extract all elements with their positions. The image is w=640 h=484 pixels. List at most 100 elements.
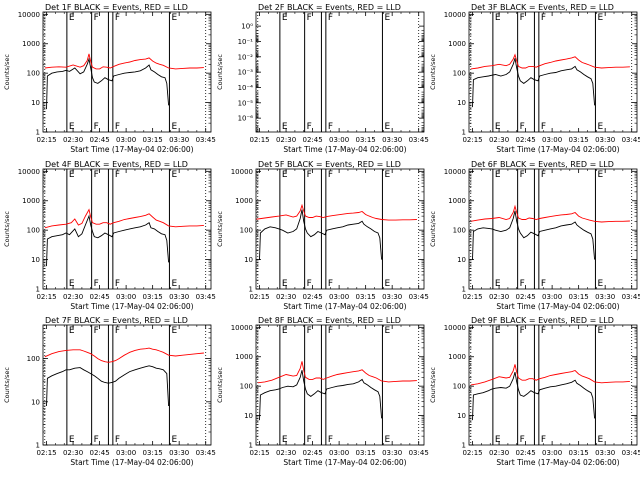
chart-panel-5: Det 5F BLACK = Events, RED = LLD Counts/s… (216, 160, 429, 311)
series-line-red (44, 208, 204, 229)
x-tick-label: 03:30 (169, 449, 189, 457)
y-tick-label: 10000 (444, 324, 466, 332)
x-tick-label: 02:30 (276, 449, 296, 457)
event-marker-label: E (597, 170, 603, 180)
event-marker-label: F (541, 326, 546, 336)
x-tick-label: 03:45 (409, 136, 429, 144)
x-tick-label: 02:15 (249, 449, 269, 457)
series-line-black (472, 371, 596, 421)
series-line-black (46, 57, 170, 110)
y-axis-label: Counts/sec (216, 54, 224, 90)
x-tick-label: 03:30 (169, 136, 189, 144)
event-marker-label: E (282, 435, 288, 445)
y-tick-label: 1000 (448, 353, 466, 361)
chart-panel-8: Det 8F BLACK = Events, RED = LLD Counts/s… (216, 316, 429, 467)
y-axis-label: Counts/sec (216, 367, 224, 403)
chart-panel-3: Det 3F BLACK = Events, RED = LLD Counts/s… (429, 3, 640, 154)
event-marker-label: E (384, 435, 390, 445)
x-tick-label: 02:30 (63, 449, 83, 457)
y-tick-label: 10 (457, 412, 466, 420)
x-axis-label: Start Time (17-May-04 02:06:00) (283, 302, 406, 311)
y-tick-label: 1 (462, 129, 466, 137)
y-tick-label: 100 (453, 383, 466, 391)
chart-title: Det 2F BLACK = Events, RED = LLD (258, 3, 401, 12)
chart-panel-7: Det 7F BLACK = Events, RED = LLD Counts/s… (3, 316, 216, 467)
event-marker-label: E (171, 13, 177, 23)
event-marker-label: F (94, 170, 99, 180)
event-marker-label: E (495, 326, 501, 336)
x-tick-label: 03:15 (143, 449, 163, 457)
x-tick-label: 03:15 (356, 293, 376, 301)
x-tick-label: 03:00 (329, 293, 349, 301)
event-marker-label: F (541, 13, 546, 23)
y-axis-label: Counts/sec (3, 54, 11, 90)
y-tick-label: 10 (457, 99, 466, 107)
x-tick-label: 03:15 (569, 293, 589, 301)
y-tick-label: 1 (462, 442, 466, 450)
event-marker-label: F (94, 435, 99, 445)
series-line-black (259, 370, 383, 421)
y-tick-label: 1 (249, 286, 253, 294)
x-tick-label: 03:00 (329, 136, 349, 144)
series-line-red (470, 204, 630, 223)
chart-title: Det 3F BLACK = Events, RED = LLD (471, 3, 614, 12)
series-line-red (44, 53, 204, 70)
plot-frame (255, 168, 425, 290)
event-marker-label: E (495, 13, 501, 23)
event-marker-label: F (307, 122, 312, 132)
x-tick-label: 02:45 (515, 449, 535, 457)
x-tick-label: 03:00 (542, 449, 562, 457)
x-tick-label: 02:45 (302, 449, 322, 457)
event-marker-label: F (94, 122, 99, 132)
event-marker-label: F (328, 326, 333, 336)
series-line-black (472, 210, 596, 260)
series-line-red (257, 361, 417, 384)
chart-title: Det 4F BLACK = Events, RED = LLD (45, 160, 188, 169)
plot-frame (42, 11, 212, 133)
event-marker-label: F (94, 279, 99, 289)
event-marker-label: E (384, 122, 390, 132)
y-tick-label: 10000 (231, 324, 253, 332)
x-tick-label: 03:30 (169, 293, 189, 301)
chart-panel-9: Det 9F BLACK = Events, RED = LLD Counts/s… (429, 316, 640, 467)
event-marker-label: E (171, 435, 177, 445)
event-marker-label: E (282, 326, 288, 336)
x-axis-label: Start Time (17-May-04 02:06:00) (70, 145, 193, 154)
plot-frame (255, 324, 425, 446)
y-axis-label: Counts/sec (429, 54, 437, 90)
event-marker-label: F (307, 13, 312, 23)
x-axis-label: Start Time (17-May-04 02:06:00) (496, 302, 619, 311)
y-tick-label: 1 (36, 286, 40, 294)
x-tick-label: 02:15 (462, 293, 482, 301)
x-tick-label: 03:45 (622, 136, 640, 144)
y-axis-label: Counts/sec (3, 367, 11, 403)
y-tick-label: 10⁻³ (238, 69, 254, 77)
y-tick-label: 10000 (18, 168, 40, 176)
event-marker-label: E (597, 435, 603, 445)
event-marker-label: E (495, 279, 501, 289)
x-axis-label: Start Time (17-May-04 02:06:00) (283, 458, 406, 467)
chart-title: Det 1F BLACK = Events, RED = LLD (45, 3, 188, 12)
series-line-red (470, 53, 630, 70)
event-marker-label: F (541, 279, 546, 289)
x-tick-label: 02:45 (89, 136, 109, 144)
event-marker-label: E (597, 279, 603, 289)
event-marker-label: E (597, 326, 603, 336)
y-tick-label: 10⁻⁴ (238, 84, 254, 92)
event-marker-label: E (69, 326, 75, 336)
y-tick-label: 1000 (235, 353, 253, 361)
x-tick-label: 03:30 (382, 449, 402, 457)
y-tick-label: 1 (36, 442, 40, 450)
x-tick-label: 02:45 (302, 293, 322, 301)
x-tick-label: 03:15 (143, 136, 163, 144)
series-line-red (470, 364, 630, 386)
event-marker-label: E (495, 435, 501, 445)
event-marker-label: F (328, 435, 333, 445)
series-line-red (44, 347, 204, 363)
event-marker-label: E (171, 122, 177, 132)
chart-title: Det 8F BLACK = Events, RED = LLD (258, 316, 401, 325)
x-tick-label: 03:00 (116, 293, 136, 301)
series-line-black (259, 209, 383, 260)
event-marker-label: F (520, 13, 525, 23)
chart-panel-4: Det 4F BLACK = Events, RED = LLD Counts/s… (3, 160, 216, 311)
